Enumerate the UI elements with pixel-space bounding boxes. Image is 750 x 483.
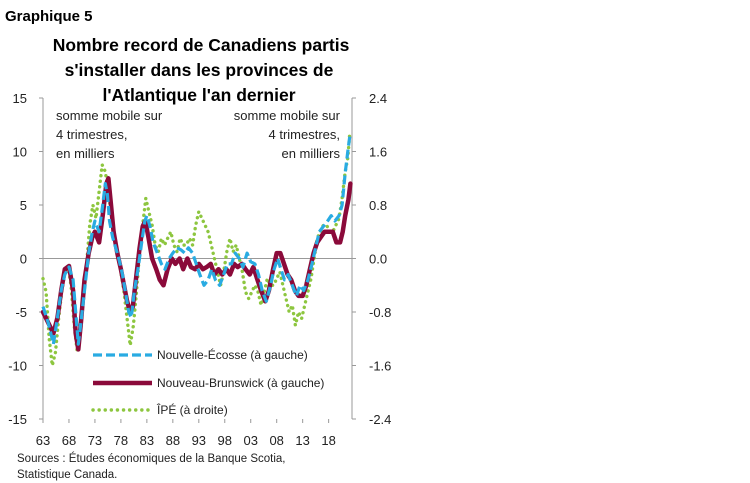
left-axis-note-line-2: 4 trimestres,	[56, 127, 128, 142]
x-tick-label: 98	[218, 433, 232, 448]
right-tick-label: 2.4	[369, 91, 387, 106]
right-tick-label: -0.8	[369, 305, 391, 320]
series-line-nouvelle-ecosse	[41, 135, 352, 346]
left-tick-label: 15	[13, 91, 27, 106]
right-axis-note-line-2: 4 trimestres,	[268, 127, 340, 142]
right-axis-note: somme mobile sur 4 trimestres, en millie…	[234, 108, 341, 161]
legend-label-ipe: ÎPÉ (à droite)	[156, 402, 228, 417]
legend: Nouvelle-Écosse (à gauche) Nouveau-Bruns…	[91, 347, 324, 417]
right-tick-label: -2.4	[369, 412, 391, 427]
x-tick-label: 18	[321, 433, 335, 448]
left-tick-label: 10	[13, 145, 27, 160]
x-tick-label: 03	[243, 433, 257, 448]
left-tick-label: -5	[15, 305, 27, 320]
x-tick-label: 68	[62, 433, 76, 448]
x-tick-label: 78	[114, 433, 128, 448]
x-tick-label: 88	[166, 433, 180, 448]
legend-label-nouvelle-ecosse: Nouvelle-Écosse (à gauche)	[157, 347, 308, 362]
right-tick-label: 0.0	[369, 252, 387, 267]
x-tick-label: 08	[269, 433, 283, 448]
chart-title-line-3: l'Atlantique l'an dernier	[102, 85, 295, 105]
chart-title-line-1: Nombre record de Canadiens partis	[53, 35, 350, 55]
right-tick-label: 0.8	[369, 198, 387, 213]
series-line-nouveau-brunswick	[40, 176, 353, 352]
right-axis-note-line-1: somme mobile sur	[234, 108, 341, 123]
left-tick-label: 5	[20, 198, 27, 213]
source-note: Sources : Études économiques de la Banqu…	[17, 452, 286, 481]
left-axis-note: somme mobile sur 4 trimestres, en millie…	[56, 108, 163, 161]
left-axis-note-line-1: somme mobile sur	[56, 108, 163, 123]
source-line-2: Statistique Canada.	[17, 469, 117, 481]
x-tick-label: 93	[192, 433, 206, 448]
source-line-1: Sources : Études économiques de la Banqu…	[17, 452, 286, 465]
figure-label: Graphique 5	[5, 8, 93, 25]
left-axis-note-line-3: en milliers	[56, 146, 115, 161]
left-tick-label: 0	[20, 252, 27, 267]
right-axis-note-line-3: en milliers	[281, 146, 340, 161]
x-tick-label: 13	[295, 433, 309, 448]
x-tick-label: 63	[36, 433, 50, 448]
x-tick-label: 73	[88, 433, 102, 448]
chart-title-line-2: s'installer dans les provinces de	[65, 60, 334, 80]
right-tick-label: 1.6	[369, 145, 387, 160]
x-tick-label: 83	[140, 433, 154, 448]
left-tick-label: -15	[8, 412, 27, 427]
right-tick-label: -1.6	[369, 359, 391, 374]
series-line-ipe	[41, 129, 352, 368]
plot-area: 15 10 5 0 -5 -10 -15 2.4 1.6 0.8 0.0 -0.8 -1.6 -2.4 63…	[8, 91, 391, 448]
left-tick-label: -10	[8, 359, 27, 374]
legend-label-nouveau-brunswick: Nouveau-Brunswick (à gauche)	[157, 376, 324, 390]
chart-title: Nombre record de Canadiens partis s'inst…	[53, 35, 350, 105]
